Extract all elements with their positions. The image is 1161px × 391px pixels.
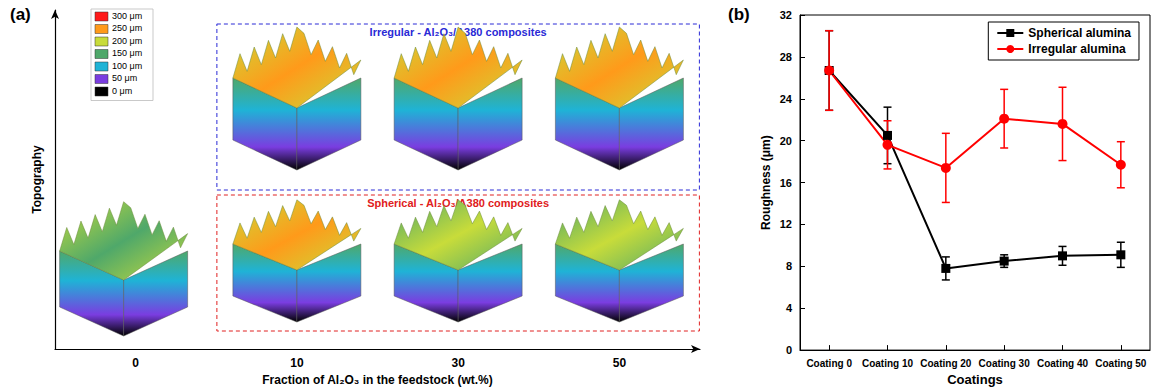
svg-text:32: 32: [780, 9, 792, 21]
svg-text:300 μm: 300 μm: [112, 11, 142, 21]
svg-text:(b): (b): [728, 5, 750, 24]
svg-text:250 μm: 250 μm: [112, 23, 142, 33]
svg-text:Irregular alumina: Irregular alumina: [1028, 42, 1126, 56]
svg-text:20: 20: [780, 135, 792, 147]
svg-text:50: 50: [613, 356, 627, 370]
svg-text:Topography: Topography: [30, 145, 44, 214]
svg-text:28: 28: [780, 51, 792, 63]
svg-text:Coating 10: Coating 10: [862, 358, 914, 369]
svg-text:100 μm: 100 μm: [112, 61, 142, 71]
svg-text:150 μm: 150 μm: [112, 48, 142, 58]
svg-text:50 μm: 50 μm: [112, 73, 137, 83]
svg-text:Spherical - Al₂O₃/A380 composi: Spherical - Al₂O₃/A380 composites: [367, 196, 550, 209]
svg-text:10: 10: [290, 356, 304, 370]
svg-text:0: 0: [786, 344, 792, 356]
svg-text:8: 8: [786, 260, 792, 272]
svg-text:Coating 50: Coating 50: [1095, 358, 1147, 369]
svg-text:Roughness (μm): Roughness (μm): [759, 135, 773, 230]
svg-text:Coating 20: Coating 20: [920, 358, 972, 369]
svg-text:Coating 40: Coating 40: [1037, 358, 1089, 369]
svg-text:Fraction of Al₂O₃ in the feeds: Fraction of Al₂O₃ in the feedstock (wt.%…: [262, 373, 492, 387]
svg-text:Spherical alumina: Spherical alumina: [1028, 26, 1131, 40]
svg-text:24: 24: [780, 93, 793, 105]
svg-text:Irregular - Al₂O₃/A380 composi: Irregular - Al₂O₃/A380 composites: [369, 25, 547, 38]
svg-text:200 μm: 200 μm: [112, 36, 142, 46]
svg-text:30: 30: [451, 356, 465, 370]
svg-text:Coating 0: Coating 0: [806, 358, 852, 369]
svg-text:Coating 30: Coating 30: [979, 358, 1031, 369]
svg-text:Coatings: Coatings: [947, 372, 1003, 387]
svg-text:0 μm: 0 μm: [112, 86, 132, 96]
svg-text:16: 16: [780, 177, 792, 189]
svg-text:12: 12: [780, 218, 792, 230]
svg-text:4: 4: [786, 302, 793, 314]
svg-text:0: 0: [132, 356, 139, 370]
svg-text:(a): (a): [10, 5, 31, 24]
